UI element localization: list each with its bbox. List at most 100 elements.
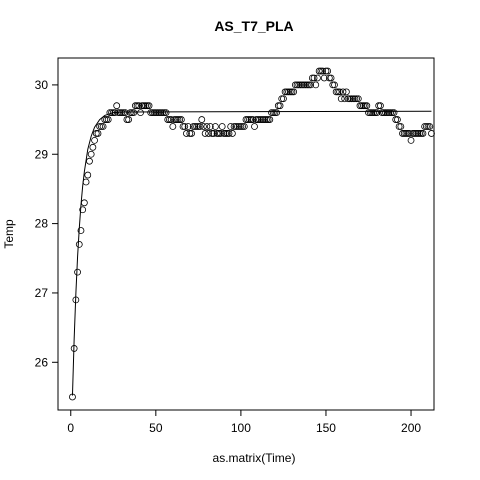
point [126,109,134,117]
point [325,74,333,82]
point [302,81,309,89]
point [128,109,136,117]
point [268,109,275,117]
point [251,123,258,130]
point [414,130,422,137]
point [176,116,184,123]
point [239,123,246,130]
point [411,130,418,137]
point [140,102,148,110]
point [327,74,335,82]
point [280,95,287,103]
point [388,109,396,117]
point [336,88,343,96]
point [380,109,388,117]
point [211,123,219,130]
point [149,109,156,117]
point [331,81,338,89]
point [342,88,350,96]
y-tick-label: 30 [35,78,49,92]
point [213,130,221,137]
point [354,95,362,103]
point [103,116,110,123]
point [259,116,267,123]
y-tick-label: 27 [35,286,49,300]
point [257,116,265,123]
point [142,102,150,110]
point [220,130,228,137]
point [320,74,328,82]
point [218,123,226,130]
point [390,109,398,117]
x-tick-label: 200 [401,421,421,435]
point [428,130,435,137]
point [312,81,320,89]
point [422,123,430,130]
y-tick-label: 29 [35,147,49,161]
point [97,123,105,130]
point [191,123,199,130]
point [370,109,378,117]
point [317,67,325,75]
point [303,81,311,89]
point [177,116,185,123]
point [368,109,376,117]
point [169,123,177,130]
point [215,130,223,137]
point [86,157,93,165]
point [246,116,253,123]
point [426,123,434,130]
point [264,116,272,123]
y-tick-label: 28 [35,217,49,231]
point [77,227,85,234]
point [256,116,264,123]
point [366,109,374,117]
point [152,109,160,117]
point [96,123,104,130]
point [298,81,306,89]
point [346,95,354,103]
point [159,109,167,117]
point [183,130,190,137]
point [167,116,175,123]
point [193,123,201,130]
point [154,109,161,117]
point [363,102,371,110]
point [334,88,342,96]
point [271,109,279,117]
point [361,102,369,110]
point [285,88,292,96]
point [181,123,189,130]
point [235,123,243,130]
point [166,116,173,123]
point [82,178,90,186]
point [283,88,291,96]
point [150,109,158,117]
point [395,123,403,130]
point [295,81,303,89]
point [179,123,187,130]
point [138,102,146,110]
point [147,109,155,117]
point [203,123,211,130]
point [358,102,366,110]
point [125,116,133,123]
point [276,102,284,110]
point [349,95,357,103]
point [378,109,386,117]
point [286,88,294,96]
point [252,116,260,123]
point [160,109,168,117]
fit-line [71,110,432,396]
point [132,102,139,110]
point [300,81,308,89]
point [269,109,277,117]
point [237,123,245,130]
point [232,123,240,130]
point [288,88,296,96]
point [89,143,97,151]
point [263,116,270,123]
point [353,95,360,103]
point [339,88,347,96]
